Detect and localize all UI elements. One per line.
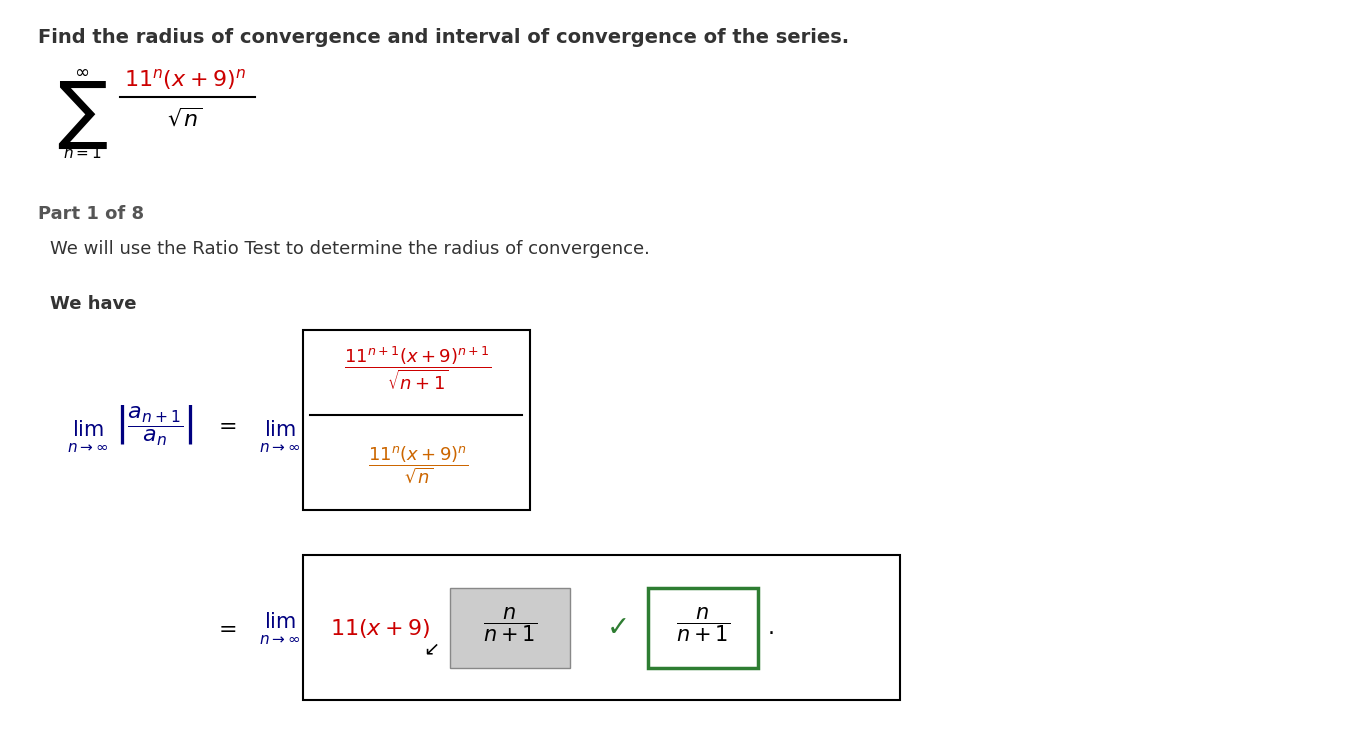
Text: $n \to \infty$: $n \to \infty$: [67, 441, 109, 455]
FancyBboxPatch shape: [303, 555, 900, 700]
Text: $\sum$: $\sum$: [56, 80, 108, 151]
Text: ✓: ✓: [607, 614, 629, 642]
Text: $n \to \infty$: $n \to \infty$: [260, 632, 301, 648]
Text: $\dfrac{n}{n+1}$: $\dfrac{n}{n+1}$: [677, 606, 730, 644]
Text: $\lim$: $\lim$: [71, 420, 104, 440]
Text: Find the radius of convergence and interval of convergence of the series.: Find the radius of convergence and inter…: [38, 28, 849, 47]
Text: We will use the Ratio Test to determine the radius of convergence.: We will use the Ratio Test to determine …: [50, 240, 650, 258]
Text: We have: We have: [50, 295, 136, 313]
Text: Part 1 of 8: Part 1 of 8: [38, 205, 144, 223]
Text: $\dfrac{11^n(x + 9)^n}{\sqrt{n}}$: $\dfrac{11^n(x + 9)^n}{\sqrt{n}}$: [367, 444, 468, 485]
Text: $\left|\dfrac{a_{n+1}}{a_n}\right|$: $\left|\dfrac{a_{n+1}}{a_n}\right|$: [116, 403, 195, 447]
Text: $.$: $.$: [767, 618, 773, 638]
Text: $n \to \infty$: $n \to \infty$: [260, 441, 301, 455]
Text: $\lim$: $\lim$: [264, 612, 296, 632]
Text: $11^n(x + 9)^n$: $11^n(x + 9)^n$: [124, 67, 246, 93]
Text: $=$: $=$: [214, 415, 237, 435]
Text: $\dfrac{11^{n+1}(x + 9)^{n+1}}{\sqrt{n+1}}$: $\dfrac{11^{n+1}(x + 9)^{n+1}}{\sqrt{n+1…: [344, 344, 492, 392]
Text: $\sqrt{n}$: $\sqrt{n}$: [167, 107, 203, 129]
Text: $=$: $=$: [214, 618, 237, 638]
Text: $11(x + 9)$: $11(x + 9)$: [330, 616, 430, 640]
Text: $\infty$: $\infty$: [74, 63, 90, 81]
Text: $\swarrow$: $\swarrow$: [420, 640, 440, 659]
Text: $n = 1$: $n = 1$: [63, 145, 101, 161]
FancyBboxPatch shape: [303, 330, 530, 510]
FancyBboxPatch shape: [648, 588, 759, 668]
Text: $\lim$: $\lim$: [264, 420, 296, 440]
FancyBboxPatch shape: [451, 588, 570, 668]
Text: $\dfrac{n}{n+1}$: $\dfrac{n}{n+1}$: [483, 606, 537, 644]
